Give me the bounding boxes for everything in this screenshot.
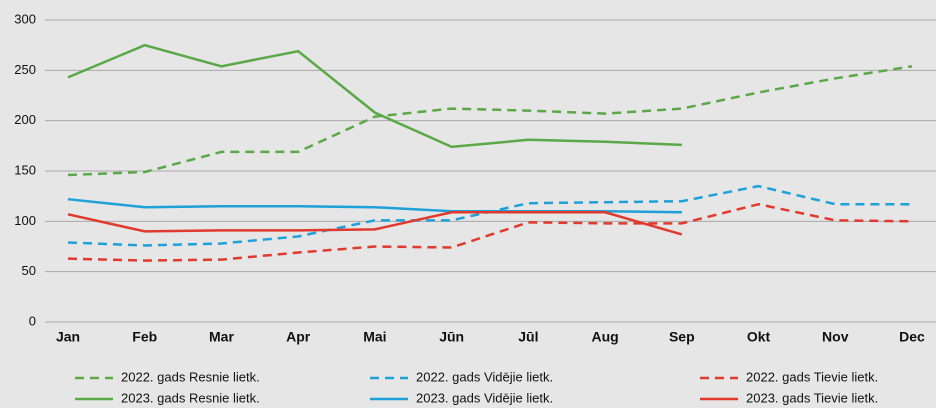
x-tick-label: Okt (747, 329, 771, 345)
x-tick-label: Jūl (518, 329, 538, 345)
x-tick-label: Apr (286, 329, 311, 345)
y-tick-label: 50 (22, 263, 36, 278)
x-tick-label: Dec (899, 329, 925, 345)
legend-label: 2022. gads Tievie lietk. (746, 369, 878, 384)
x-tick-label: Feb (132, 329, 157, 345)
y-tick-label: 200 (14, 112, 36, 127)
legend-label: 2023. gads Tievie lietk. (746, 390, 878, 405)
y-tick-label: 250 (14, 62, 36, 77)
x-tick-label: Aug (591, 329, 618, 345)
x-tick-label: Jan (56, 329, 80, 345)
series-line (67, 43, 682, 149)
series-line (67, 65, 913, 177)
y-tick-label: 300 (14, 11, 36, 26)
legend-label: 2023. gads Resnie lietk. (121, 390, 260, 405)
y-tick-label: 0 (29, 313, 36, 328)
legend-label: 2022. gads Resnie lietk. (121, 369, 260, 384)
series-line (67, 202, 913, 262)
series-line (67, 197, 682, 214)
y-tick-label: 100 (14, 213, 36, 228)
legend-label: 2023. gads Vidējie lietk. (416, 390, 553, 405)
x-tick-label: Mai (363, 329, 386, 345)
x-tick-label: Mar (209, 329, 234, 345)
series-line (67, 211, 683, 236)
y-tick-label: 150 (14, 162, 36, 177)
x-tick-label: Nov (822, 329, 849, 345)
legend-label: 2022. gads Vidējie lietk. (416, 369, 553, 384)
x-tick-label: Sep (669, 329, 695, 345)
series-line (67, 184, 912, 247)
x-tick-label: Jūn (439, 329, 464, 345)
